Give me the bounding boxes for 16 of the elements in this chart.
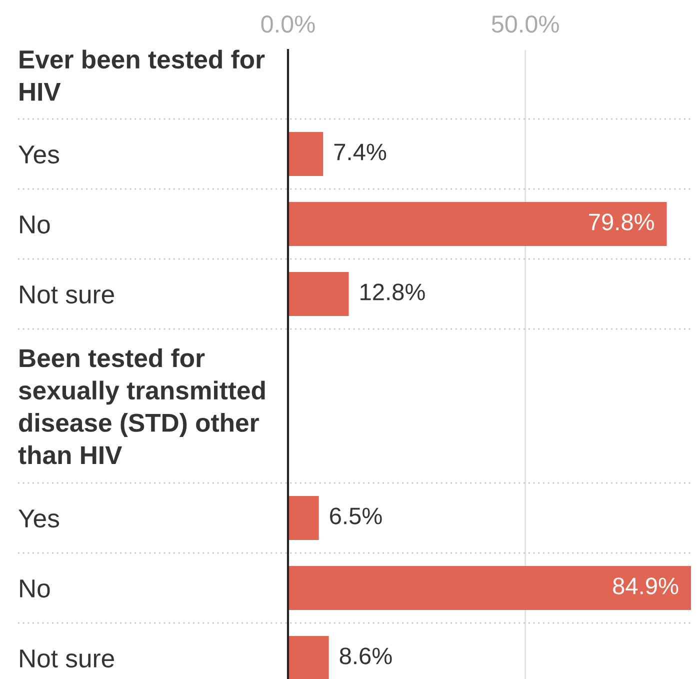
y-tick-label: No [20, 580, 50, 598]
y-tick-label: Ever been tested for HIV [20, 50, 265, 101]
data-label: 8.6% [340, 648, 392, 664]
data-label: 12.8% [360, 284, 425, 300]
data-label: 7.4% [334, 144, 386, 160]
y-tick-label: Yes [18, 510, 60, 528]
data-label: 6.5% [330, 508, 382, 524]
y-tick-label: No [20, 216, 50, 234]
y-tick-label: Not sure [20, 650, 114, 668]
data-label: 84.9% [613, 578, 678, 594]
y-tick-label: Yes [18, 146, 60, 164]
data-label: 79.8% [589, 214, 654, 230]
y-tick-label: Not sure [20, 286, 114, 304]
y-tick-label: Been tested for sexually transmitted disease (STD) other than HIV [18, 348, 265, 464]
x-tick-label: 50.0% [492, 15, 559, 33]
x-tick-label: 0.0% [261, 15, 315, 33]
